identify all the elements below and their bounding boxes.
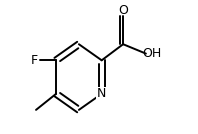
Text: O: O xyxy=(118,4,128,17)
Text: N: N xyxy=(97,87,106,100)
Text: OH: OH xyxy=(142,47,162,60)
Text: F: F xyxy=(30,54,38,67)
